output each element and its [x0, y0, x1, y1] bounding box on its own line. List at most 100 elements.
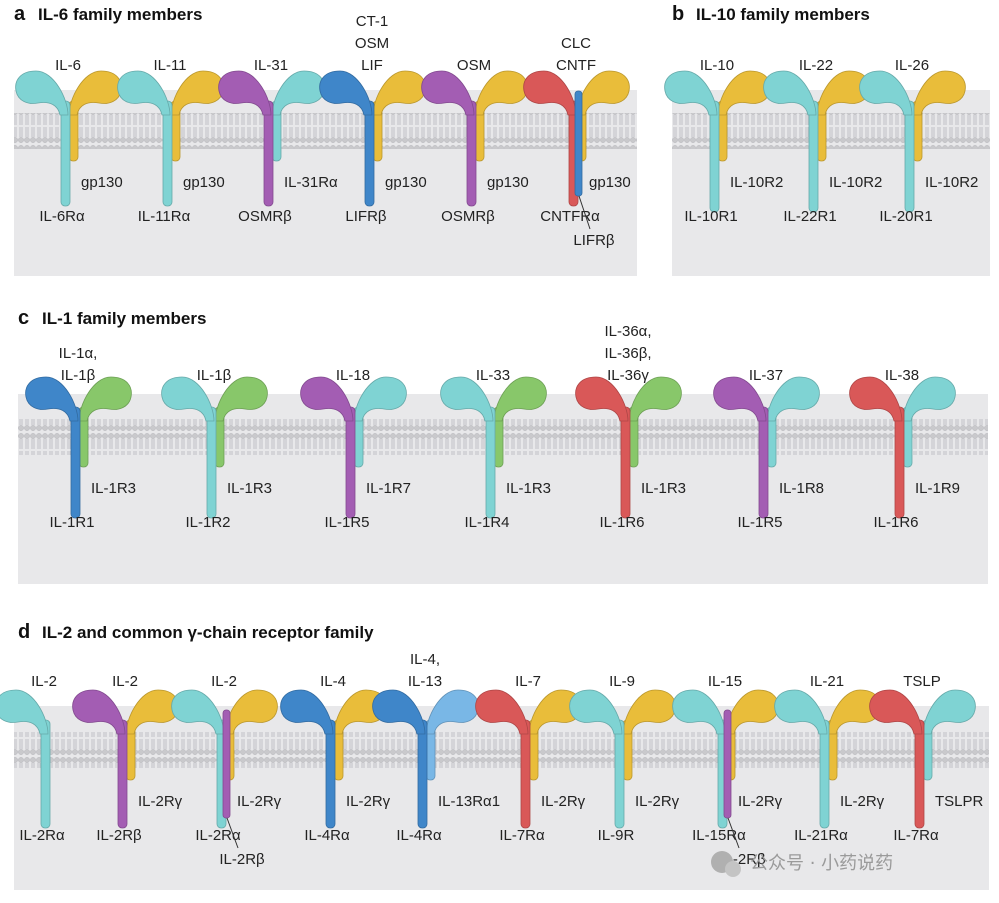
middle-chain-stalk: [574, 90, 583, 197]
receptor-d-9: [774, 689, 881, 829]
right-chain-head: [902, 376, 956, 422]
ligand-label: OSM: [457, 57, 491, 74]
left-chain-head: [15, 70, 69, 116]
ligand-label: IL-6: [55, 57, 81, 74]
left-chain-stalk: [417, 719, 428, 829]
receptor-c-4: [440, 376, 547, 519]
right-chain-label: IL-2Rγ: [738, 793, 783, 810]
ligand-label: IL-36β,: [605, 345, 652, 362]
left-chain-label: IL-4Rα: [304, 827, 350, 844]
right-chain-label: IL-10R2: [925, 174, 978, 191]
left-chain-label: LIFRβ: [345, 208, 387, 225]
receptor-d-5: [372, 689, 479, 829]
receptor-b-1: [664, 70, 771, 213]
receptor-c-6: [713, 376, 820, 519]
receptor-d-8: [672, 689, 779, 829]
right-chain-head: [912, 70, 966, 116]
receptor-d-1: [0, 689, 51, 829]
ligand-label: OSM: [355, 35, 389, 52]
left-chain-label: IL-9R: [598, 827, 635, 844]
ligand-label: IL-18: [336, 367, 370, 384]
receptor-c-7: [849, 376, 956, 519]
left-chain-head: [672, 689, 726, 735]
left-chain-head: [372, 689, 426, 735]
left-chain-label: IL-10R1: [684, 208, 737, 225]
left-chain-head: [0, 689, 49, 735]
left-chain-label: IL-6Rα: [39, 208, 85, 225]
receptor-c-5: [575, 376, 682, 519]
middle-chain-label: IL-2Rβ: [219, 851, 265, 868]
ligand-label: CNTF: [556, 57, 596, 74]
left-chain-label: IL-4Rα: [396, 827, 442, 844]
right-chain-label: IL-2Rγ: [840, 793, 885, 810]
right-chain-label: gp130: [385, 174, 427, 191]
receptor-b-2: [763, 70, 870, 213]
receptor-a-3: [218, 70, 325, 207]
section-title-c: IL-1 family members: [42, 309, 206, 328]
left-chain-stalk: [466, 100, 477, 207]
middle-leader-line: [727, 817, 740, 849]
right-chain-label: IL-1R9: [915, 480, 960, 497]
left-chain-head: [161, 376, 215, 422]
left-chain-label: OSMRβ: [441, 208, 495, 225]
right-chain-label: gp130: [589, 174, 631, 191]
section-title-a: IL-6 family members: [38, 5, 202, 24]
left-chain-label: IL-1R6: [873, 514, 918, 531]
left-chain-stalk: [325, 719, 336, 829]
right-chain-head: [353, 376, 407, 422]
ligand-label: IL-36γ: [607, 367, 649, 384]
left-chain-head: [763, 70, 817, 116]
left-chain-head: [849, 376, 903, 422]
ligand-label: IL-4,: [410, 651, 440, 668]
ligand-label: IL-33: [476, 367, 510, 384]
right-chain-head: [78, 376, 132, 422]
right-chain-label: TSLPR: [935, 793, 984, 810]
right-chain-label: IL-2Rγ: [346, 793, 391, 810]
right-chain-head: [224, 689, 278, 735]
middle-leader-line: [226, 817, 239, 849]
right-chain-label: gp130: [487, 174, 529, 191]
ligand-label: IL-9: [609, 673, 635, 690]
left-chain-label: IL-11Rα: [138, 208, 191, 225]
left-chain-stalk: [40, 719, 51, 829]
right-chain-head: [922, 689, 976, 735]
ligand-label: TSLP: [903, 673, 941, 690]
ligand-label: IL-36α,: [604, 323, 651, 340]
ligand-label: CT-1: [356, 13, 389, 30]
left-chain-label: IL-15Rα: [692, 827, 746, 844]
section-title-d: IL-2 and common γ-chain receptor family: [42, 623, 374, 642]
right-chain-label: gp130: [81, 174, 123, 191]
left-chain-head: [280, 689, 334, 735]
left-chain-label: IL-2Rβ: [96, 827, 142, 844]
section-letter-d: d: [18, 621, 30, 643]
left-chain-stalk: [345, 406, 356, 519]
ligand-label: IL-1β: [61, 367, 96, 384]
ligand-label: IL-37: [749, 367, 783, 384]
right-chain-label: IL-31Rα: [284, 174, 338, 191]
ligand-label: IL-2: [112, 673, 138, 690]
left-chain-stalk: [364, 100, 375, 207]
receptor-a-5: [421, 70, 528, 207]
left-chain-stalk: [206, 406, 217, 519]
ligand-label: IL-1α,: [59, 345, 98, 362]
left-chain-label: IL-1R6: [599, 514, 644, 531]
ligand-label: IL-2: [211, 673, 237, 690]
right-chain-head: [766, 376, 820, 422]
right-chain-label: IL-2Rγ: [541, 793, 586, 810]
left-chain-stalk: [117, 719, 128, 829]
receptor-c-3: [300, 376, 407, 519]
left-chain-head: [859, 70, 913, 116]
left-chain-head: [774, 689, 828, 735]
receptor-a-2: [117, 70, 224, 207]
ligand-label: LIF: [361, 57, 383, 74]
left-chain-head: [171, 689, 225, 735]
left-chain-label: IL-21Rα: [794, 827, 848, 844]
left-chain-head: [569, 689, 623, 735]
left-chain-label: IL-1R4: [464, 514, 509, 531]
left-chain-stalk: [485, 406, 496, 519]
right-chain-label: IL-2Rγ: [138, 793, 183, 810]
left-chain-head: [523, 70, 577, 116]
ligand-label: IL-7: [515, 673, 541, 690]
right-chain-label: IL-1R3: [506, 480, 551, 497]
